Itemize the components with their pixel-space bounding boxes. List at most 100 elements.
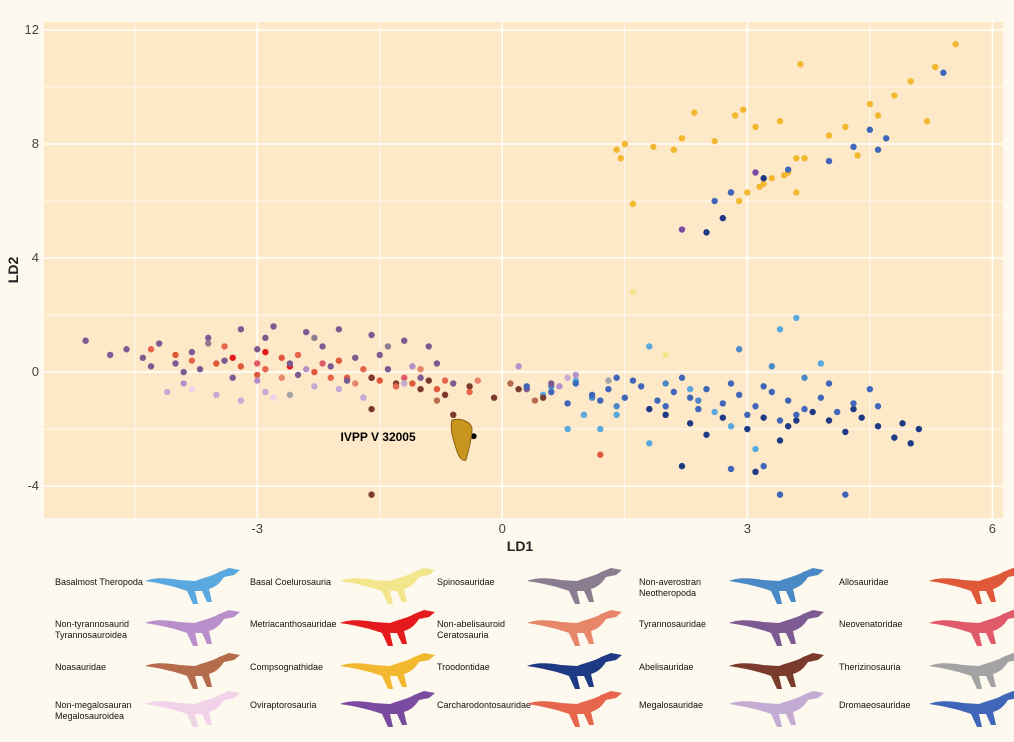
legend-silhouette [527, 610, 622, 646]
point [662, 351, 669, 359]
legend-label: Spinosauridae [437, 577, 495, 587]
silhouette [527, 653, 622, 689]
legend-label: Basalmost Theropoda [55, 577, 143, 587]
x-tick-label: 6 [989, 521, 996, 536]
point [891, 92, 898, 99]
point [172, 351, 179, 359]
point [825, 380, 833, 387]
legend-label: Megalosauridae [639, 700, 704, 710]
point [825, 132, 833, 139]
point [286, 360, 294, 367]
point [793, 314, 800, 322]
point [433, 397, 441, 404]
point [858, 414, 865, 421]
y-tick-label: 12 [25, 22, 39, 37]
point [254, 371, 261, 379]
point [278, 354, 285, 361]
point [539, 394, 547, 401]
point [752, 169, 759, 176]
point [311, 383, 318, 390]
silhouette [340, 568, 435, 604]
point [833, 408, 841, 416]
point [417, 366, 424, 373]
point [923, 118, 931, 125]
point [915, 425, 923, 433]
legend-label: Basal Coelurosauria [250, 577, 332, 587]
point [237, 363, 245, 370]
point [662, 411, 669, 419]
point [776, 491, 784, 498]
legend-label: Metriacanthosauridae [250, 619, 337, 629]
legend-label: Non-megalosauran Megalosauroidea [55, 700, 132, 721]
point [597, 397, 604, 404]
point [270, 323, 277, 330]
legend-silhouette [340, 691, 435, 727]
point [756, 183, 763, 190]
point [678, 462, 686, 470]
point [286, 391, 294, 399]
legend-silhouette [929, 568, 1014, 604]
point [735, 346, 743, 353]
y-axis-label: LD2 [5, 257, 21, 284]
point [874, 112, 882, 119]
silhouette [729, 691, 824, 727]
point [711, 408, 718, 416]
point [376, 377, 383, 384]
point [752, 445, 759, 453]
legend-silhouette [929, 610, 1014, 646]
point [360, 394, 367, 401]
point [874, 403, 882, 410]
point [196, 366, 204, 373]
point [221, 343, 228, 350]
point [686, 394, 694, 401]
point [752, 403, 759, 410]
point [262, 388, 269, 396]
point [654, 397, 661, 404]
point [368, 491, 375, 498]
legend-silhouette [729, 610, 824, 646]
point [744, 189, 751, 196]
point [106, 351, 114, 359]
point [335, 357, 343, 364]
point [597, 425, 604, 433]
point [204, 340, 212, 347]
point [801, 155, 808, 162]
point [613, 146, 620, 153]
point [646, 405, 653, 413]
point [727, 423, 735, 430]
point [384, 366, 392, 373]
point [139, 354, 147, 361]
legend-silhouette [929, 691, 1014, 727]
silhouette [145, 691, 240, 727]
point [360, 366, 367, 373]
point [450, 380, 457, 387]
point [768, 363, 776, 370]
annotation-label: IVPP V 32005 [340, 430, 415, 444]
silhouette [340, 610, 435, 646]
legend-label: Compsognathidae [250, 662, 324, 672]
point [294, 371, 302, 379]
point [678, 374, 686, 381]
legend-silhouette [527, 653, 622, 689]
silhouette [527, 568, 622, 604]
point [613, 403, 620, 410]
point [368, 405, 375, 413]
point [793, 189, 800, 196]
point [850, 400, 857, 407]
point [882, 135, 890, 142]
legend-silhouette [145, 610, 240, 646]
legend-silhouette [729, 691, 824, 727]
point [368, 374, 375, 381]
point [376, 351, 383, 359]
point [731, 112, 739, 119]
point [703, 385, 710, 393]
point [523, 383, 530, 390]
point [801, 405, 808, 413]
point [621, 140, 628, 148]
legend-label: Non-abelisauroid Ceratosauria [437, 619, 506, 640]
point [646, 440, 653, 447]
point [670, 388, 678, 396]
point [874, 423, 882, 430]
point [384, 343, 392, 350]
legend-silhouette [145, 691, 240, 727]
